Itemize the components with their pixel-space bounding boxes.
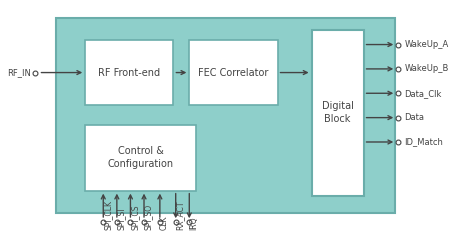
Text: Data_Clk: Data_Clk [403, 89, 441, 98]
Bar [311, 30, 363, 196]
Text: Data: Data [403, 113, 423, 122]
Bar [189, 40, 277, 105]
Text: RF_IN: RF_IN [7, 68, 31, 77]
Text: FEC Correlator: FEC Correlator [198, 68, 268, 78]
Bar [85, 40, 173, 105]
Text: IRQ: IRQ [189, 216, 198, 230]
Bar [85, 125, 196, 191]
Bar [56, 18, 394, 213]
Text: SPI_SO: SPI_SO [144, 204, 153, 230]
Text: SPI_SI: SPI_SI [117, 207, 126, 230]
Text: RX_ACT: RX_ACT [175, 200, 185, 230]
Text: Control &
Configuration: Control & Configuration [107, 146, 174, 170]
Text: WakeUp_A: WakeUp_A [403, 40, 448, 49]
Text: Digital
Block: Digital Block [321, 101, 353, 124]
Text: WakeUp_B: WakeUp_B [403, 64, 448, 74]
Text: SPI_CS: SPI_CS [130, 204, 139, 230]
Text: ID_Match: ID_Match [403, 137, 442, 147]
Text: CLK: CLK [160, 215, 168, 230]
Text: RF Front-end: RF Front-end [98, 68, 160, 78]
Text: SPI_CLK: SPI_CLK [103, 200, 112, 230]
